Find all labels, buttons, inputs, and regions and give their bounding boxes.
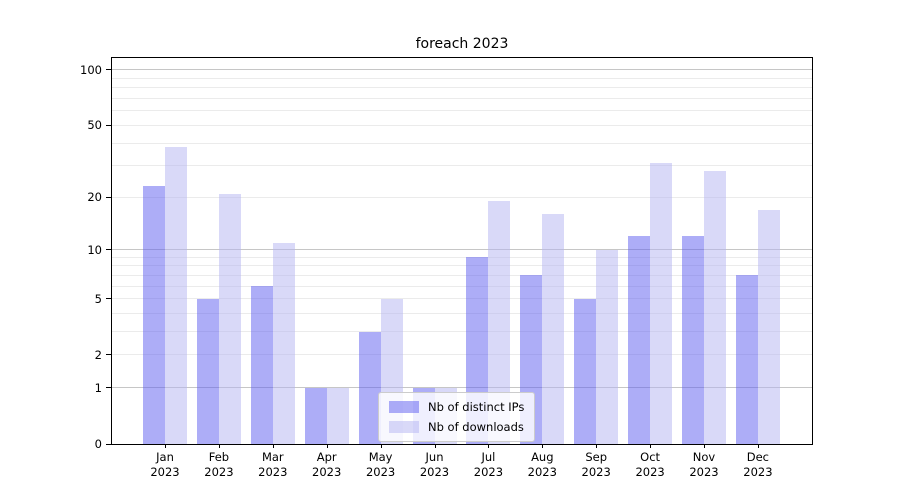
gridline xyxy=(112,256,812,258)
y-tick-label: 1 xyxy=(94,380,102,395)
bar-downloads xyxy=(596,249,619,444)
gridline xyxy=(112,274,812,276)
legend: Nb of distinct IPs Nb of downloads xyxy=(378,392,536,442)
x-tick-mark xyxy=(596,444,598,448)
bar-downloads xyxy=(272,242,295,444)
bar-ips xyxy=(574,298,597,444)
x-tick-mark xyxy=(434,444,436,448)
bar-downloads xyxy=(165,147,187,444)
x-tick-label: Aug 2023 xyxy=(527,450,557,479)
bar-downloads xyxy=(704,171,726,444)
gridline xyxy=(112,331,812,333)
x-tick-mark xyxy=(704,444,705,448)
x-tick-mark xyxy=(488,444,490,448)
gridline xyxy=(112,249,812,251)
bar-ips xyxy=(735,275,758,444)
legend-swatch xyxy=(389,401,419,413)
gridline xyxy=(112,313,812,315)
x-tick-label: Jul 2023 xyxy=(473,450,504,479)
y-tick-mark xyxy=(106,196,111,198)
bar-ips xyxy=(358,331,381,444)
x-tick-mark xyxy=(326,444,328,448)
x-tick-mark xyxy=(380,444,382,448)
x-tick-label: Oct 2023 xyxy=(635,450,665,479)
bar-downloads xyxy=(757,209,780,444)
bar-downloads xyxy=(218,193,241,444)
bar-ips xyxy=(143,186,165,444)
gridline xyxy=(112,165,812,167)
x-tick-label: Sep 2023 xyxy=(581,450,611,479)
legend-swatch xyxy=(389,421,419,433)
x-tick-label: Nov 2023 xyxy=(689,450,719,479)
y-tick-mark xyxy=(106,298,111,300)
bar-ips xyxy=(250,286,273,444)
x-tick-label: Apr 2023 xyxy=(312,450,342,479)
x-tick-mark xyxy=(542,444,544,448)
y-tick-mark xyxy=(106,69,111,71)
bar-downloads xyxy=(326,387,349,444)
gridline xyxy=(112,354,812,356)
gridline xyxy=(112,387,812,389)
bar-ips xyxy=(682,236,704,444)
gridline xyxy=(112,196,812,198)
legend-label: Nb of distinct IPs xyxy=(428,400,525,414)
x-tick-label: Jan 2023 xyxy=(150,450,180,479)
gridline xyxy=(112,124,812,126)
gridline xyxy=(112,77,812,79)
legend-row: Nb of distinct IPs xyxy=(389,400,524,414)
y-tick-label: 50 xyxy=(87,118,102,133)
x-tick-label: Dec 2023 xyxy=(743,450,773,479)
bar-ips xyxy=(628,236,651,444)
legend-label: Nb of downloads xyxy=(428,420,524,434)
x-tick-label: May 2023 xyxy=(365,450,396,479)
y-tick-mark xyxy=(106,443,111,445)
x-tick-mark xyxy=(165,444,166,448)
x-tick-label: Feb 2023 xyxy=(204,450,234,479)
y-tick-label: 10 xyxy=(87,242,102,257)
x-tick-label: Mar 2023 xyxy=(258,450,288,479)
bar-downloads xyxy=(650,163,673,444)
gridline xyxy=(112,98,812,100)
gridline xyxy=(112,298,812,300)
y-tick-mark xyxy=(106,124,111,126)
y-tick-mark xyxy=(106,249,111,251)
y-tick-label: 100 xyxy=(80,62,102,77)
y-tick-label: 0 xyxy=(94,437,102,451)
y-tick-mark xyxy=(106,387,111,389)
x-tick-mark xyxy=(218,444,220,448)
gridline xyxy=(112,110,812,112)
x-tick-label: Jun 2023 xyxy=(419,450,450,479)
legend-row: Nb of downloads xyxy=(389,420,524,434)
y-tick-label: 2 xyxy=(94,347,102,362)
bar-ips xyxy=(304,387,327,444)
x-tick-mark xyxy=(272,444,274,448)
y-tick-label: 20 xyxy=(87,190,102,205)
bar-downloads xyxy=(488,201,511,444)
gridline xyxy=(112,69,812,71)
bar-downloads xyxy=(542,214,565,444)
gridline xyxy=(112,265,812,267)
x-tick-mark xyxy=(650,444,652,448)
x-tick-mark xyxy=(757,444,759,448)
bar-ips xyxy=(196,298,219,444)
plot-area: Nb of distinct IPs Nb of downloads xyxy=(111,57,813,445)
gridline xyxy=(112,87,812,89)
gridline xyxy=(112,285,812,287)
chart-title: foreach 2023 xyxy=(415,36,509,52)
y-tick-label: 5 xyxy=(94,291,102,306)
y-tick-mark xyxy=(106,354,111,356)
gridline xyxy=(112,142,812,144)
